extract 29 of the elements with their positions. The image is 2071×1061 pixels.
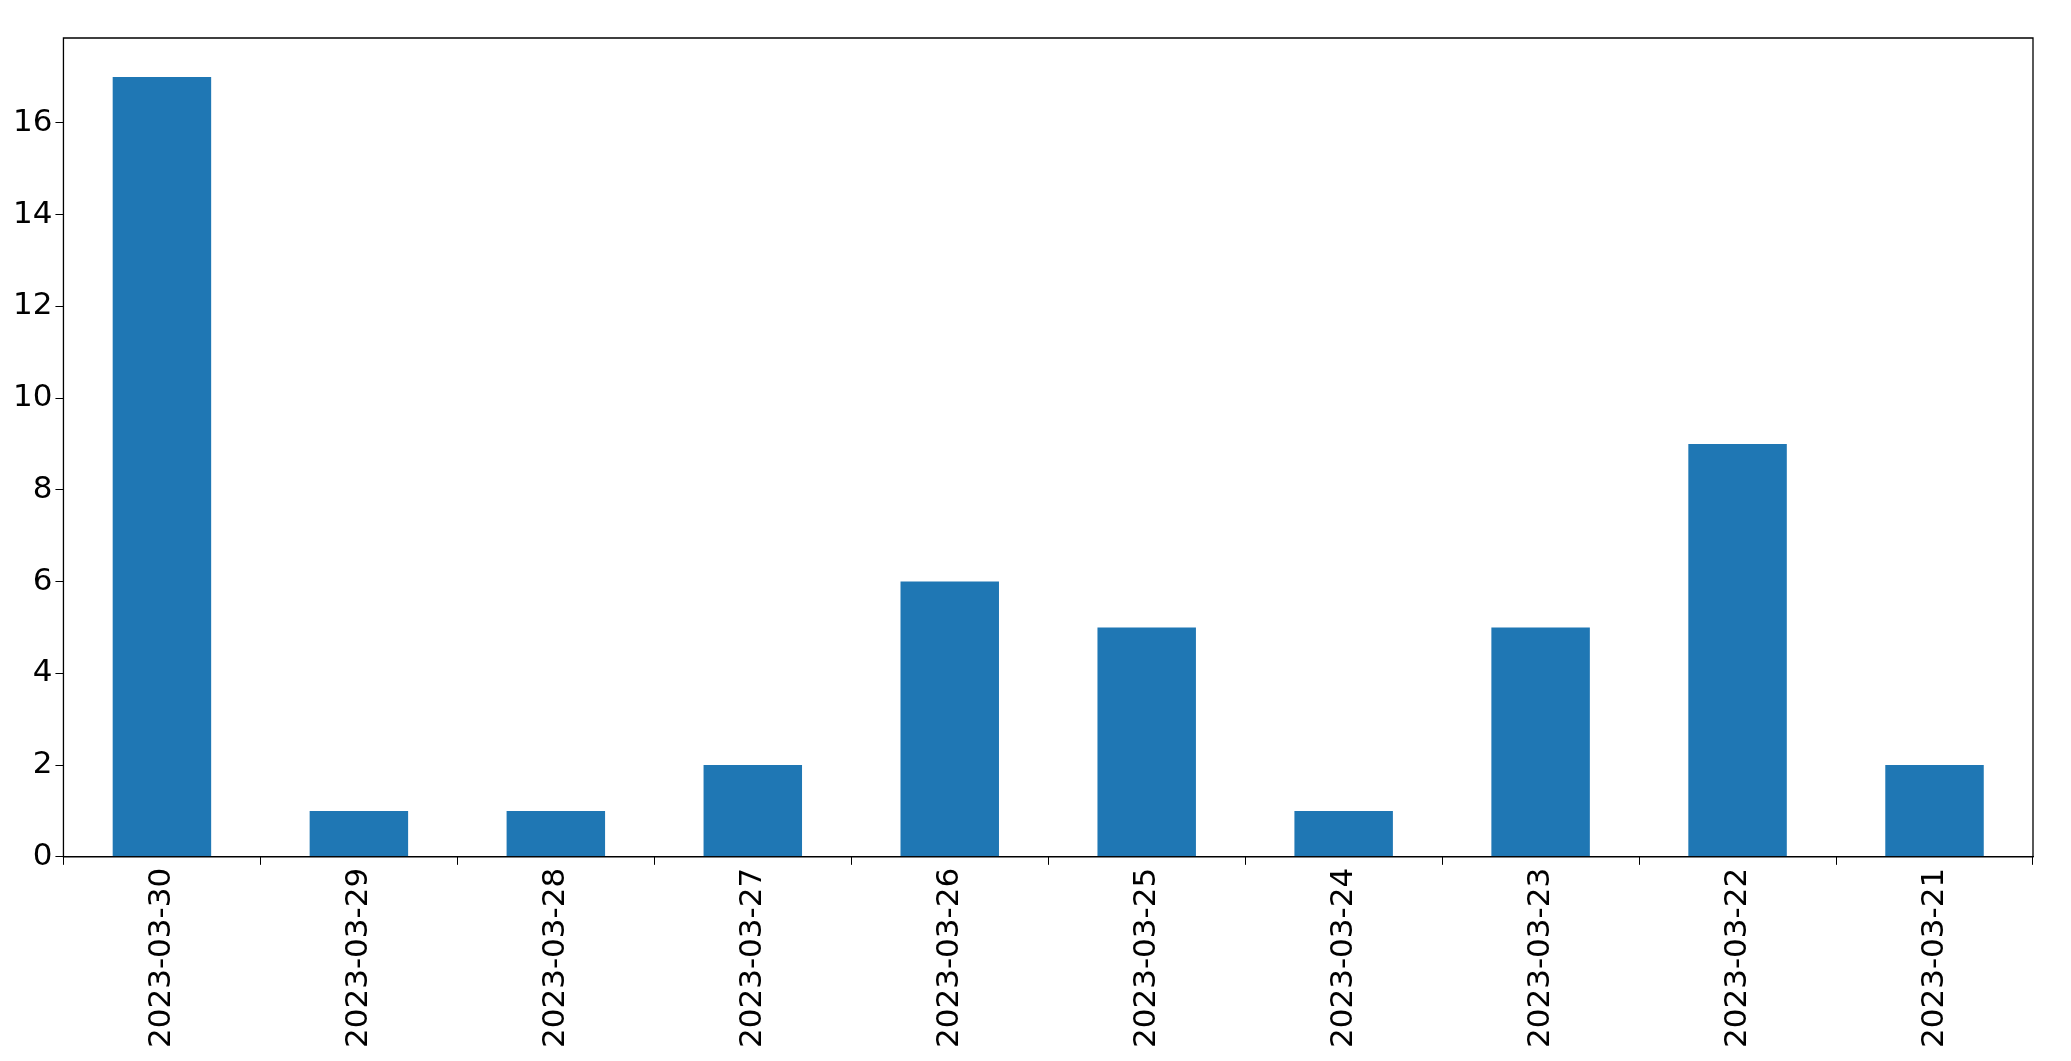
x-tick-label: 2023-03-25 xyxy=(1125,867,1162,1049)
x-tick-label: 2023-03-30 xyxy=(140,867,177,1049)
bar xyxy=(309,810,409,857)
bar xyxy=(1491,627,1590,857)
bar xyxy=(900,581,999,857)
bar xyxy=(1885,765,1984,857)
bar xyxy=(1294,810,1393,857)
x-tick-label: 2023-03-23 xyxy=(1519,867,1556,1049)
y-tick-label: 12 xyxy=(12,285,53,322)
x-tick-label: 2023-03-26 xyxy=(928,867,965,1049)
y-tick-label: 8 xyxy=(32,468,53,505)
y-tick-label: 16 xyxy=(12,101,53,138)
x-tick-label: 2023-03-28 xyxy=(534,867,571,1049)
bar xyxy=(703,765,803,857)
x-tick-label: 2023-03-24 xyxy=(1322,867,1359,1049)
y-tick-label: 10 xyxy=(12,377,53,414)
x-tick-label: 2023-03-29 xyxy=(337,867,374,1049)
x-tick-label: 2023-03-21 xyxy=(1913,867,1950,1049)
bar xyxy=(112,76,212,857)
y-tick-label: 4 xyxy=(32,652,53,689)
bar xyxy=(1097,627,1196,857)
y-tick-label: 14 xyxy=(12,193,53,230)
y-tick-label: 2 xyxy=(32,744,53,781)
bar xyxy=(506,810,606,857)
bar xyxy=(1688,443,1787,857)
y-tick-label: 0 xyxy=(32,835,53,872)
y-tick-label: 6 xyxy=(32,560,53,597)
x-tick-label: 2023-03-27 xyxy=(731,867,768,1049)
x-tick-label: 2023-03-22 xyxy=(1716,867,1753,1049)
